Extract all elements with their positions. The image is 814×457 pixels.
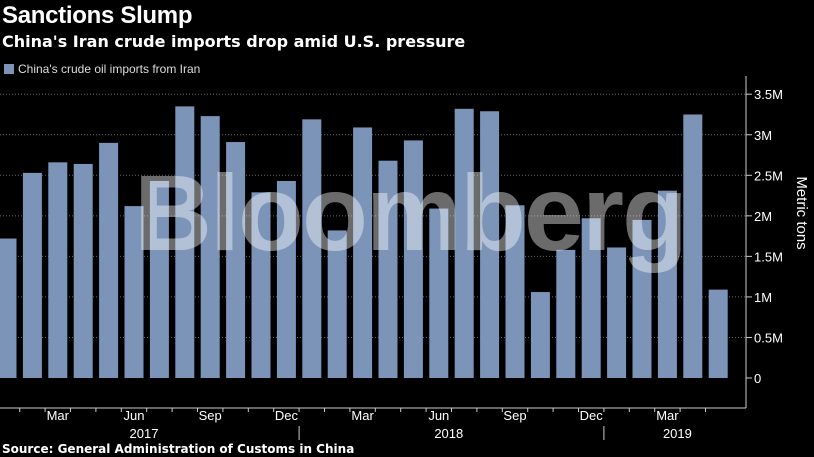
bar [581, 218, 601, 378]
bar [632, 219, 652, 378]
y-tick-label: 0.5M [754, 330, 783, 345]
bar [530, 292, 550, 378]
bar [505, 205, 525, 378]
x-tick-label: Mar [656, 408, 679, 423]
legend-label: China's crude oil imports from Iran [18, 62, 201, 76]
bar [0, 238, 17, 378]
x-tick-label: Jun [124, 408, 145, 423]
bar [378, 160, 398, 378]
bar [403, 140, 423, 378]
bar [251, 192, 271, 378]
y-tick-label: 3M [754, 128, 772, 143]
year-label: 2018 [434, 426, 463, 441]
chart-title: Sanctions Slump [2, 2, 193, 29]
year-label: 2019 [663, 426, 692, 441]
bar [99, 142, 119, 378]
y-tick-label: 2.5M [754, 168, 783, 183]
y-axis-title: Metric tons [793, 176, 810, 249]
bar [353, 127, 373, 378]
bar [683, 114, 703, 379]
bar [22, 172, 42, 378]
bar [302, 119, 322, 378]
year-label: 2017 [130, 426, 159, 441]
bar [708, 289, 728, 378]
bar [480, 111, 500, 379]
bar [149, 180, 169, 378]
y-tick-label: 2M [754, 209, 772, 224]
bar [48, 162, 68, 378]
chart-subtitle: China's Iran crude imports drop amid U.S… [2, 32, 466, 51]
x-tick-label: Mar [351, 408, 374, 423]
bar [607, 247, 627, 378]
bar [327, 230, 347, 378]
bar [556, 249, 576, 378]
source-note: Source: General Administration of Custom… [2, 442, 355, 456]
bar [175, 106, 195, 378]
bar [276, 180, 296, 378]
bar [454, 108, 474, 378]
bar [73, 163, 93, 378]
y-tick-label: 3.5M [754, 87, 783, 102]
y-tick-label: 0 [754, 371, 761, 386]
bar [200, 116, 220, 379]
x-tick-label: Sep [199, 408, 222, 423]
x-tick-label: Dec [580, 408, 604, 423]
bar [226, 142, 246, 378]
x-tick-label: Dec [275, 408, 299, 423]
bar [429, 208, 449, 378]
y-tick-label: 1M [754, 290, 772, 305]
bar [124, 206, 144, 378]
bar [657, 190, 677, 378]
x-tick-label: Mar [47, 408, 70, 423]
legend-swatch [4, 64, 14, 74]
legend: China's crude oil imports from Iran [4, 62, 200, 76]
x-tick-label: Jun [428, 408, 449, 423]
y-tick-label: 1.5M [754, 249, 783, 264]
x-tick-label: Sep [503, 408, 526, 423]
